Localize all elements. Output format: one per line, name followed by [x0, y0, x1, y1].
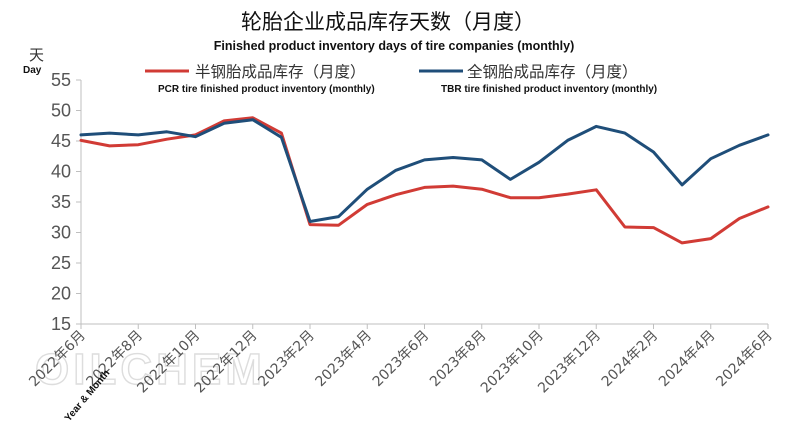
- y-tick-label: 25: [51, 253, 71, 273]
- chart-title: 轮胎企业成品库存天数（月度）: [241, 10, 535, 34]
- x-tick-label: 2024年4月: [656, 328, 719, 391]
- y-tick-label: 45: [51, 131, 71, 151]
- x-tick-label: 2024年2月: [599, 328, 662, 391]
- x-tick-label: 2024年6月: [713, 328, 776, 391]
- y-axis-unit: 天: [29, 46, 44, 64]
- y-axis: 15 20 25 30 35 40 45 50 55: [51, 70, 82, 334]
- watermark-logo: OILCHEM: [35, 345, 266, 394]
- x-tick-label: 2023年8月: [427, 328, 490, 391]
- plot-area: [79, 116, 770, 245]
- y-tick-label: 20: [51, 284, 71, 304]
- series-line-tbr: [79, 118, 770, 223]
- series-line-pcr: [79, 116, 770, 245]
- legend-label-en-tbr: TBR tire finished product inventory (mon…: [441, 84, 657, 95]
- y-tick-label: 35: [51, 192, 71, 212]
- legend-label-en-pcr: PCR tire finished product inventory (mon…: [158, 84, 375, 95]
- x-tick-label: 2023年6月: [370, 328, 433, 391]
- y-tick-label: 50: [51, 101, 71, 121]
- y-tick-label: 40: [51, 162, 71, 182]
- legend-label-tbr: 全钢胎成品库存（月度）: [467, 63, 638, 81]
- x-tick-label: 2023年4月: [312, 328, 375, 391]
- legend-label-pcr: 半钢胎成品库存（月度）: [195, 63, 366, 81]
- chart-subtitle: Finished product inventory days of tire …: [214, 39, 574, 53]
- y-axis-unit-en: Day: [23, 65, 42, 76]
- y-tick-label: 15: [51, 314, 71, 334]
- y-tick-label: 30: [51, 223, 71, 243]
- legend: 半钢胎成品库存（月度） PCR tire finished product inv…: [145, 63, 657, 95]
- y-tick-label: 55: [51, 70, 71, 90]
